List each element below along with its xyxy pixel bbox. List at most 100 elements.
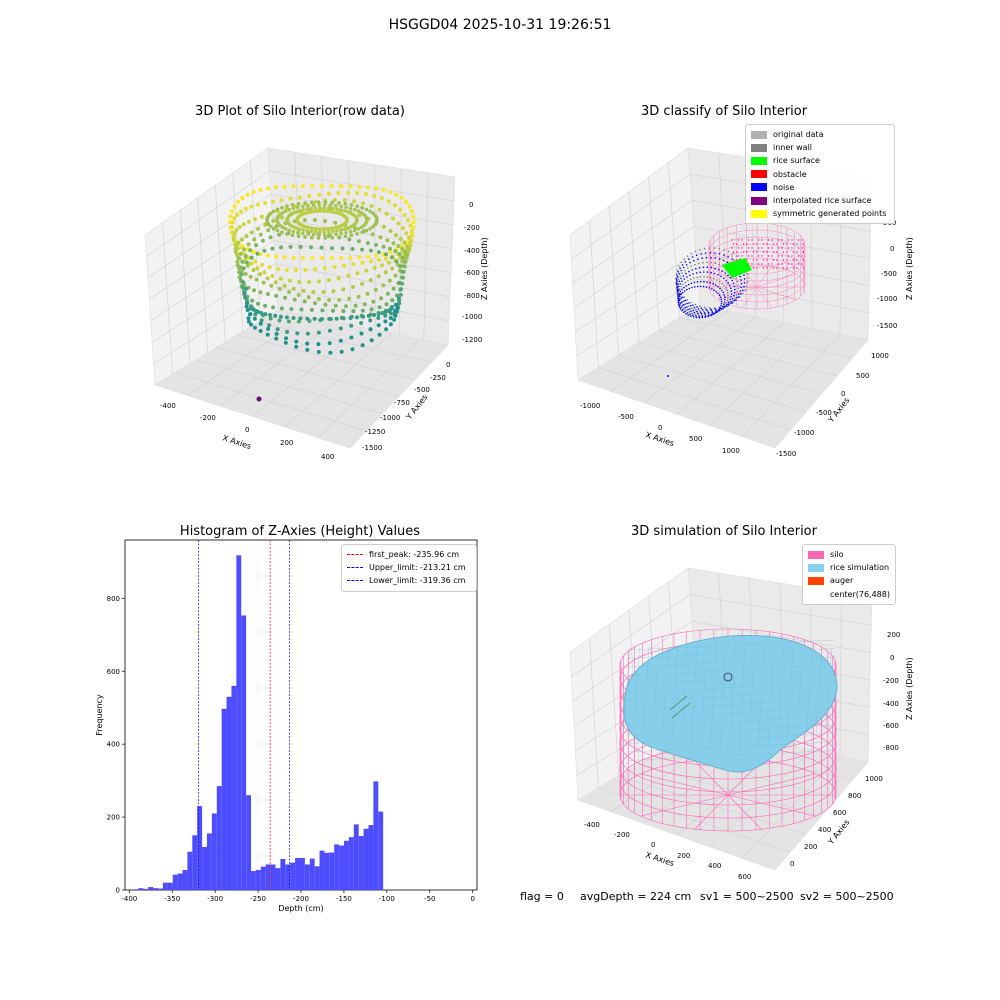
status-avg-depth: avgDepth = 224 cm	[580, 890, 692, 903]
plot1-point	[399, 196, 404, 200]
plot1-point	[395, 293, 399, 298]
plot2-xtick-1: -500	[618, 413, 634, 421]
plot1-point	[365, 241, 370, 246]
plot4-ytick-5: 1000	[865, 775, 883, 783]
plot1-point	[323, 233, 327, 237]
plot2-point	[751, 247, 753, 249]
plot2-ytick-3: -500	[816, 409, 832, 417]
plot2-point	[692, 304, 694, 307]
plot2-point	[699, 271, 701, 274]
plot1-point	[232, 230, 237, 235]
plot2-point	[776, 259, 778, 261]
plot1-point	[243, 295, 248, 300]
hist-xtick-label: -50	[424, 895, 435, 903]
plot2-point	[718, 308, 720, 311]
plot2-point	[679, 275, 681, 277]
plot2-legend: original data inner wall rice surface ob…	[745, 124, 895, 225]
plot2-point	[717, 274, 719, 276]
plot1-point	[339, 228, 343, 232]
plot4-title: 3D simulation of Silo Interior	[631, 524, 817, 539]
plot2-point	[687, 305, 690, 308]
plot1-point	[394, 259, 399, 264]
plot1-point	[318, 227, 323, 231]
plot2-point	[766, 259, 768, 261]
plot1-point	[336, 276, 341, 281]
plot1-point	[298, 316, 303, 321]
plot1-point	[236, 199, 240, 204]
plot1-point	[296, 205, 300, 210]
plot1-point	[284, 268, 289, 272]
plot1-point	[255, 202, 260, 207]
plot1-point	[369, 307, 374, 312]
plot1-point	[352, 199, 357, 204]
plot1-point	[372, 265, 377, 270]
plot2-point	[725, 287, 727, 289]
plot1-point	[342, 263, 347, 268]
plot2-legend-inner-wall: inner wall	[751, 141, 889, 154]
plot1-point	[245, 263, 250, 268]
plot1-point	[320, 256, 324, 260]
plot2-point	[792, 251, 795, 253]
plot2-point	[714, 257, 717, 259]
plot1-point	[295, 331, 300, 336]
plot2-point	[714, 284, 717, 286]
plot2-point	[747, 247, 750, 249]
plot2-point	[731, 279, 733, 282]
plot2-point	[692, 314, 694, 317]
plot1-point	[323, 219, 328, 223]
plot1-point	[381, 224, 386, 229]
plot1-point	[322, 230, 327, 234]
plot2-xtick-4: 1000	[722, 447, 740, 455]
plot2-point	[706, 266, 709, 269]
plot2-point	[739, 296, 741, 298]
plot1-point	[285, 204, 289, 208]
plot1-point	[376, 274, 381, 279]
plot1-point	[245, 308, 250, 312]
plot1-point	[402, 240, 407, 245]
plot1-point	[360, 247, 365, 252]
plot2-point	[681, 288, 683, 291]
plot2-point	[678, 292, 680, 295]
plot1-point	[368, 209, 373, 214]
plot2-point	[713, 277, 715, 280]
plot2-point	[687, 308, 689, 311]
plot1-point	[337, 297, 342, 302]
hist-bar	[153, 888, 159, 890]
plot2-point	[713, 289, 715, 292]
plot2-point	[745, 285, 748, 287]
plot2-point	[797, 263, 800, 265]
plot1-point	[384, 211, 389, 216]
plot1-point	[272, 209, 276, 214]
plot1-point	[324, 209, 329, 213]
plot2-point	[732, 243, 735, 245]
plot2-point	[772, 259, 775, 261]
plot1-point	[312, 316, 317, 321]
plot1-point	[265, 332, 270, 337]
hist-bar	[202, 846, 207, 890]
plot1-point	[360, 281, 365, 286]
plot2-point	[725, 302, 728, 304]
hist-bar	[353, 824, 359, 890]
plot2-point	[732, 300, 734, 302]
plot2-point	[677, 283, 679, 286]
plot1-point	[406, 235, 411, 240]
plot2-point	[727, 294, 729, 297]
plot2-point	[728, 284, 731, 287]
plot1-point	[241, 266, 246, 271]
plot1-point	[291, 316, 296, 320]
plot1-point	[395, 306, 400, 311]
plot1-point	[301, 231, 305, 236]
plot2-point	[682, 308, 684, 311]
hist-bar	[246, 795, 252, 890]
plot1-ytick-1: -250	[430, 374, 446, 382]
plot1-point	[331, 206, 335, 211]
plot1-point	[280, 205, 284, 210]
plot1-point	[312, 218, 317, 222]
plot1-point	[241, 285, 245, 290]
plot2-point	[696, 276, 698, 279]
plot1-point	[369, 259, 373, 264]
plot1-point	[299, 307, 304, 312]
plot1-point	[348, 225, 353, 229]
plot1-ztick-5: -1000	[462, 313, 482, 321]
plot2-point	[787, 263, 790, 265]
